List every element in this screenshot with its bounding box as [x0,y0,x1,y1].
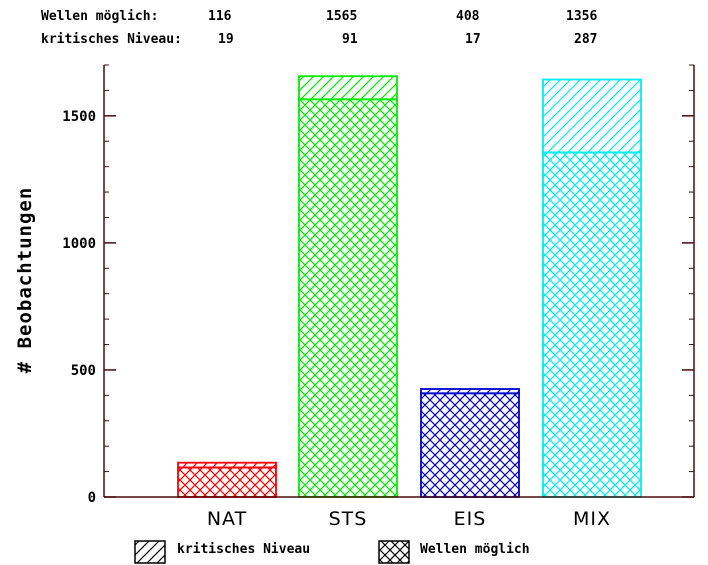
bar-kritisch-sts [298,75,398,101]
bar-wellen-eis [420,392,520,498]
wellen-value-nat: 116 [208,9,232,24]
legend-swatch-kritisch [134,540,166,564]
kritisch-value-sts: 91 [342,32,358,47]
wellen-value-eis: 408 [456,9,480,24]
legend-swatch-wellen [378,540,410,564]
y-tick-label-1500: 1500 [62,109,96,125]
y-tick-label-500: 500 [71,363,96,379]
bars-layer [177,75,642,498]
x-tick-label-eis: EIS [454,508,487,530]
x-tick-label-nat: NAT [207,508,247,530]
legend-label-kritisch: kritisches Niveau [177,542,310,557]
x-tick-label-mix: MIX [573,508,611,530]
wellen-value-mix: 1356 [566,9,598,24]
y-axis-title: # Beobachtungen [14,187,36,374]
labels-layer: NAT STS EIS MIX 0 500 1000 1500 [62,109,611,530]
kritisch-value-nat: 19 [218,32,234,47]
header-row2-label: kritisches Niveau: [41,32,182,47]
bar-wellen-nat [177,466,277,498]
y-tick-label-0: 0 [88,490,96,506]
kritisch-value-mix: 287 [574,32,598,47]
y-tick-label-1000: 1000 [62,236,96,252]
header-row1-label: Wellen möglich: [41,9,159,24]
bar-kritisch-nat [177,461,277,469]
legend: kritisches Niveau Wellen möglich [134,540,530,564]
bar-kritisch-mix [542,78,642,154]
kritisch-value-eis: 17 [465,32,481,47]
wellen-value-sts: 1565 [326,9,358,24]
bar-wellen-sts [298,98,398,498]
legend-label-wellen: Wellen möglich [420,542,530,557]
axes-layer [103,64,695,498]
bar-kritisch-eis [420,388,520,395]
bar-wellen-mix [542,151,642,498]
x-tick-label-sts: STS [329,508,368,530]
